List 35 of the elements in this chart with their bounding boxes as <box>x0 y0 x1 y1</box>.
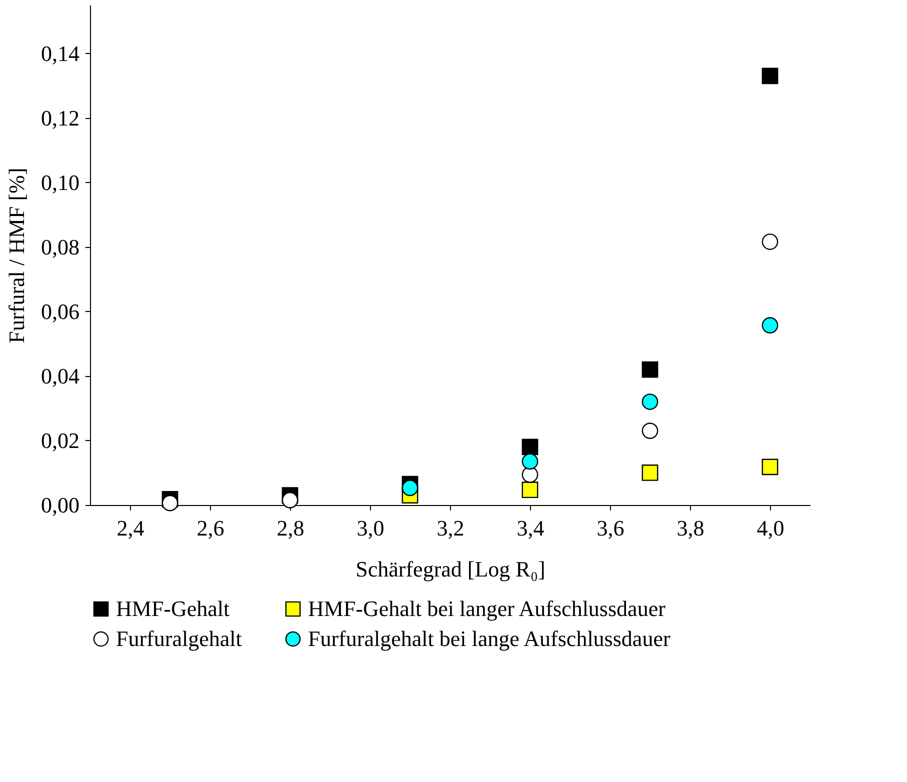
y-tick-label: 0,14 <box>41 40 80 66</box>
legend-label: HMF-Gehalt bei langer Aufschlussdauer <box>308 596 666 621</box>
y-tick-label: 0,10 <box>41 170 80 195</box>
x-tick-label: 2,8 <box>276 516 304 540</box>
x-tick-label: 3,6 <box>596 516 624 540</box>
x-axis-title: Schärfegrad [Log R₀] <box>356 556 546 582</box>
point <box>642 361 658 378</box>
y-tick-label: 0,06 <box>41 298 80 324</box>
y-tick-label: 0,00 <box>41 492 80 518</box>
y-tick-label: 0,12 <box>41 105 80 130</box>
point <box>762 317 778 334</box>
x-tick-label: 2,6 <box>196 516 224 540</box>
y-tick-label: 0,08 <box>41 234 80 260</box>
point <box>162 494 178 512</box>
x-tick-label: 4,0 <box>756 516 784 540</box>
point <box>642 394 658 410</box>
y-axis-title: Furfural / HMF [%] <box>4 168 29 344</box>
legend-label: Furfuralgehalt <box>116 626 242 651</box>
point <box>642 464 658 481</box>
x-tick-label: 3,8 <box>676 516 704 540</box>
x-tick-label: 2,4 <box>116 516 144 540</box>
x-tick-label: 3,0 <box>356 516 384 540</box>
legend-label: Furfuralgehalt bei lange Aufschlussdauer <box>308 626 671 651</box>
point <box>522 438 538 456</box>
point <box>762 458 778 476</box>
y-tick-label: 0,02 <box>41 428 80 453</box>
y-tick-label: 0,04 <box>41 363 80 388</box>
point <box>522 453 538 470</box>
legend-label: HMF-Gehalt <box>116 596 230 621</box>
point <box>522 482 538 498</box>
x-tick-label: 3,4 <box>516 516 544 540</box>
x-tick-label: 3,2 <box>436 516 464 540</box>
point <box>282 492 298 508</box>
point <box>402 480 418 496</box>
point <box>762 68 778 84</box>
